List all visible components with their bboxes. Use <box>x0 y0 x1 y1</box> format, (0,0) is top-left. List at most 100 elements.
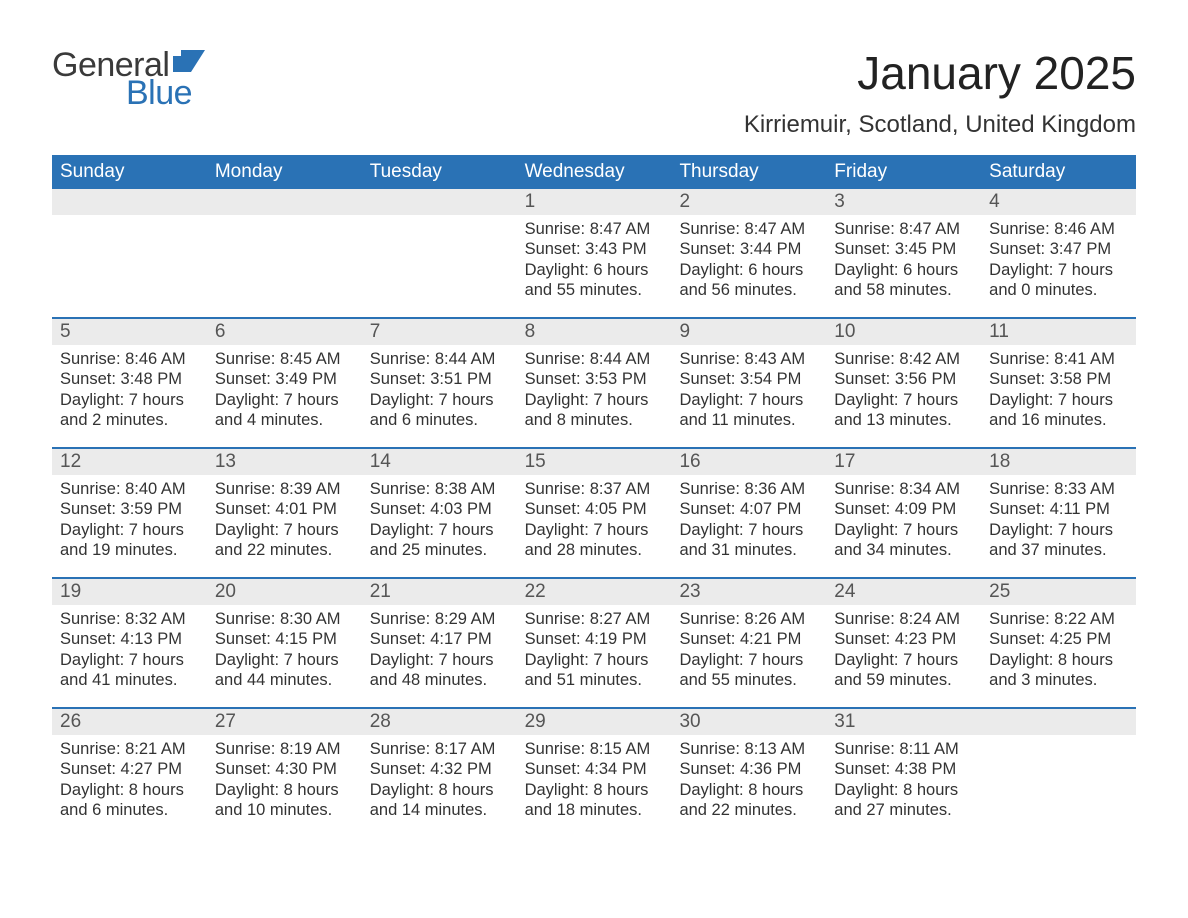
daylight1-text: Daylight: 7 hours <box>834 520 973 541</box>
sunrise-text: Sunrise: 8:44 AM <box>525 349 664 370</box>
day-cell: 18Sunrise: 8:33 AMSunset: 4:11 PMDayligh… <box>981 449 1136 577</box>
day-cell: 24Sunrise: 8:24 AMSunset: 4:23 PMDayligh… <box>826 579 981 707</box>
sunset-text: Sunset: 4:01 PM <box>215 499 354 520</box>
day-number: 8 <box>517 319 672 345</box>
day-details: Sunrise: 8:37 AMSunset: 4:05 PMDaylight:… <box>517 475 672 562</box>
sunset-text: Sunset: 3:56 PM <box>834 369 973 390</box>
calendar: Sunday Monday Tuesday Wednesday Thursday… <box>52 155 1136 837</box>
day-number: 14 <box>362 449 517 475</box>
sunrise-text: Sunrise: 8:32 AM <box>60 609 199 630</box>
day-number: 19 <box>52 579 207 605</box>
sunset-text: Sunset: 4:30 PM <box>215 759 354 780</box>
sunset-text: Sunset: 3:45 PM <box>834 239 973 260</box>
sunrise-text: Sunrise: 8:27 AM <box>525 609 664 630</box>
day-number <box>207 189 362 215</box>
daylight1-text: Daylight: 7 hours <box>525 520 664 541</box>
sunset-text: Sunset: 4:25 PM <box>989 629 1128 650</box>
week-row: 12Sunrise: 8:40 AMSunset: 3:59 PMDayligh… <box>52 447 1136 577</box>
day-cell: 17Sunrise: 8:34 AMSunset: 4:09 PMDayligh… <box>826 449 981 577</box>
daylight2-text: and 48 minutes. <box>370 670 509 691</box>
day-cell: 30Sunrise: 8:13 AMSunset: 4:36 PMDayligh… <box>671 709 826 837</box>
sunset-text: Sunset: 4:32 PM <box>370 759 509 780</box>
day-details: Sunrise: 8:43 AMSunset: 3:54 PMDaylight:… <box>671 345 826 432</box>
sunrise-text: Sunrise: 8:37 AM <box>525 479 664 500</box>
week-row: 19 Sunrise: 8:32 AMSunset: 4:13 PM Dayligh… <box>52 577 1136 707</box>
daylight1-text: Daylight: 7 hours <box>679 520 818 541</box>
daylight1-text: Daylight: 7 hours <box>215 520 354 541</box>
daylight1-text: Daylight: 7 hours <box>525 390 664 411</box>
sunset-text: Sunset: 4:38 PM <box>834 759 973 780</box>
weekday-header: Sunday <box>52 155 207 189</box>
day-cell: 1Sunrise: 8:47 AMSunset: 3:43 PMDaylight… <box>517 189 672 317</box>
weekday-header: Thursday <box>671 155 826 189</box>
daylight2-text: and 13 minutes. <box>834 410 973 431</box>
sunset-text: Sunset: 3:59 PM <box>60 499 199 520</box>
day-number: 9 <box>671 319 826 345</box>
sunrise-text: Sunrise: 8:36 AM <box>679 479 818 500</box>
daylight2-text: and 58 minutes. <box>834 280 973 301</box>
sunset-text: Sunset: 4:09 PM <box>834 499 973 520</box>
daylight1-text: Daylight: 7 hours <box>60 520 199 541</box>
daylight2-text: and 55 minutes. <box>525 280 664 301</box>
sunset-text: Sunset: 4:17 PM <box>370 629 509 650</box>
daylight2-text: and 55 minutes. <box>679 670 818 691</box>
weeks-container: 1Sunrise: 8:47 AMSunset: 3:43 PMDaylight… <box>52 189 1136 837</box>
flag-icon <box>173 50 205 76</box>
page: General Blue January 2025 Kirriemuir, Sc… <box>0 0 1188 877</box>
title-block: January 2025 Kirriemuir, Scotland, Unite… <box>744 48 1136 139</box>
day-cell: 4Sunrise: 8:46 AMSunset: 3:47 PMDaylight… <box>981 189 1136 317</box>
brand-logo: General Blue <box>52 48 205 110</box>
day-cell: 2Sunrise: 8:47 AMSunset: 3:44 PMDaylight… <box>671 189 826 317</box>
day-number: 10 <box>826 319 981 345</box>
day-details: Sunrise: 8:21 AMSunset: 4:27 PMDaylight:… <box>52 735 207 822</box>
day-cell: 22Sunrise: 8:27 AMSunset: 4:19 PMDayligh… <box>517 579 672 707</box>
sunrise-text: Sunrise: 8:19 AM <box>215 739 354 760</box>
daylight1-text: Daylight: 6 hours <box>679 260 818 281</box>
brand-word-2: Blue <box>126 76 192 110</box>
day-cell <box>981 709 1136 837</box>
weekday-header: Friday <box>826 155 981 189</box>
day-number: 2 <box>671 189 826 215</box>
sunset-text: Sunset: 4:13 PM <box>60 629 199 650</box>
sunset-text: Sunset: 4:34 PM <box>525 759 664 780</box>
sunset-text: Sunset: 3:48 PM <box>60 369 199 390</box>
day-details: Sunrise: 8:22 AMSunset: 4:25 PMDaylight:… <box>981 605 1136 692</box>
sunset-text: Sunset: 3:54 PM <box>679 369 818 390</box>
sunrise-text: Sunrise: 8:15 AM <box>525 739 664 760</box>
daylight2-text: and 16 minutes. <box>989 410 1128 431</box>
daylight2-text: and 6 minutes. <box>60 800 199 821</box>
day-cell: 10Sunrise: 8:42 AMSunset: 3:56 PMDayligh… <box>826 319 981 447</box>
sunrise-text: Sunrise: 8:38 AM <box>370 479 509 500</box>
day-cell <box>362 189 517 317</box>
sunrise-text: Sunrise: 8:21 AM <box>60 739 199 760</box>
day-details: Sunrise: 8:44 AMSunset: 3:51 PMDaylight:… <box>362 345 517 432</box>
daylight1-text: Daylight: 7 hours <box>834 650 973 671</box>
daylight1-text: Daylight: 8 hours <box>989 650 1128 671</box>
day-cell: 29Sunrise: 8:15 AMSunset: 4:34 PMDayligh… <box>517 709 672 837</box>
daylight2-text: and 51 minutes. <box>525 670 664 691</box>
daylight1-text: Daylight: 8 hours <box>60 780 199 801</box>
daylight2-text: and 41 minutes. <box>60 670 199 691</box>
sunrise-text: Sunrise: 8:11 AM <box>834 739 973 760</box>
day-cell: 8Sunrise: 8:44 AMSunset: 3:53 PMDaylight… <box>517 319 672 447</box>
daylight1-text: Daylight: 7 hours <box>525 650 664 671</box>
daylight2-text: and 25 minutes. <box>370 540 509 561</box>
daylight2-text: and 37 minutes. <box>989 540 1128 561</box>
day-cell: 3Sunrise: 8:47 AMSunset: 3:45 PMDaylight… <box>826 189 981 317</box>
sunrise-text: Sunrise: 8:39 AM <box>215 479 354 500</box>
sunrise-text: Sunrise: 8:46 AM <box>989 219 1128 240</box>
day-details: Sunrise: 8:30 AMSunset: 4:15 PMDaylight:… <box>207 605 362 692</box>
daylight2-text: and 22 minutes. <box>215 540 354 561</box>
day-number: 6 <box>207 319 362 345</box>
day-details: Sunrise: 8:26 AMSunset: 4:21 PMDaylight:… <box>671 605 826 692</box>
sunset-text: Sunset: 4:05 PM <box>525 499 664 520</box>
daylight1-text: Daylight: 7 hours <box>215 650 354 671</box>
daylight1-text: Daylight: 7 hours <box>679 650 818 671</box>
sunrise-text: Sunrise: 8:13 AM <box>679 739 818 760</box>
day-number: 31 <box>826 709 981 735</box>
day-number: 27 <box>207 709 362 735</box>
weekday-header: Saturday <box>981 155 1136 189</box>
day-cell: 13Sunrise: 8:39 AMSunset: 4:01 PMDayligh… <box>207 449 362 577</box>
day-number: 30 <box>671 709 826 735</box>
sunrise-text: Sunrise: 8:47 AM <box>834 219 973 240</box>
